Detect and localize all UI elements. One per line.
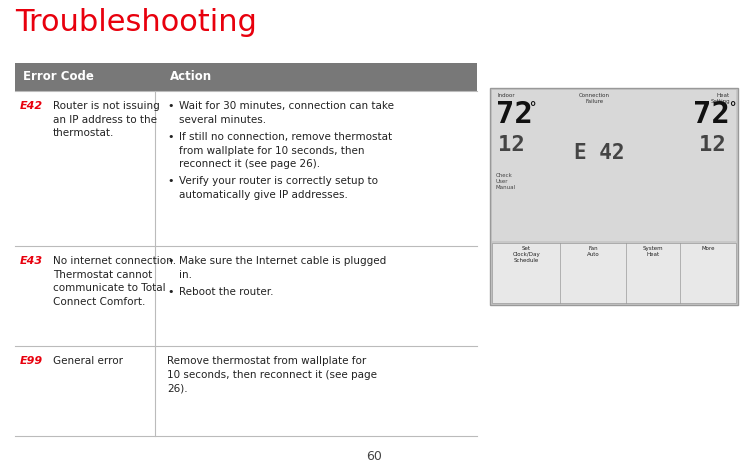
Text: •: • bbox=[167, 256, 174, 266]
Text: Set
Clock/Day
Schedule: Set Clock/Day Schedule bbox=[512, 246, 540, 262]
Text: E99: E99 bbox=[20, 356, 43, 366]
Bar bbox=[15, 346, 477, 436]
Text: Heat
Setting: Heat Setting bbox=[710, 93, 730, 104]
Text: Troubleshooting: Troubleshooting bbox=[15, 8, 257, 37]
Bar bbox=[15, 91, 477, 246]
Text: Make sure the Internet cable is plugged
in.: Make sure the Internet cable is plugged … bbox=[179, 256, 386, 280]
Text: More: More bbox=[701, 246, 715, 251]
Text: Connection
Failure: Connection Failure bbox=[579, 93, 610, 104]
Text: If still no connection, remove thermostat
from wallplate for 10 seconds, then
re: If still no connection, remove thermosta… bbox=[179, 132, 392, 169]
Text: System
Heat: System Heat bbox=[643, 246, 664, 257]
Text: Remove thermostat from wallplate for
10 seconds, then reconnect it (see page
26): Remove thermostat from wallplate for 10 … bbox=[167, 356, 377, 393]
Bar bbox=[490, 88, 738, 305]
Text: Action: Action bbox=[170, 71, 212, 84]
Text: °: ° bbox=[528, 101, 536, 115]
Text: 72: 72 bbox=[496, 100, 533, 129]
Text: •: • bbox=[167, 101, 174, 111]
Text: Verify your router is correctly setup to
automatically give IP addresses.: Verify your router is correctly setup to… bbox=[179, 176, 378, 200]
Text: •: • bbox=[167, 132, 174, 142]
Bar bbox=[492, 243, 736, 303]
Text: Reboot the router.: Reboot the router. bbox=[179, 287, 273, 297]
Text: •: • bbox=[167, 176, 174, 187]
Text: E43: E43 bbox=[20, 256, 43, 266]
Text: 60: 60 bbox=[366, 450, 383, 462]
Text: 72: 72 bbox=[693, 100, 730, 129]
Text: E42: E42 bbox=[20, 101, 43, 111]
Text: No internet connection.
Thermostat cannot
communicate to Total
Connect Comfort.: No internet connection. Thermostat canno… bbox=[53, 256, 176, 307]
Text: Error Code: Error Code bbox=[23, 71, 94, 84]
Text: •: • bbox=[167, 287, 174, 297]
Bar bbox=[492, 90, 736, 241]
Text: Check
User
Manual: Check User Manual bbox=[496, 173, 516, 190]
Text: Fan
Auto: Fan Auto bbox=[587, 246, 600, 257]
Text: Router is not issuing
an IP address to the
thermostat.: Router is not issuing an IP address to t… bbox=[53, 101, 160, 138]
Text: Indoor: Indoor bbox=[498, 93, 515, 98]
Bar bbox=[15, 63, 477, 91]
Text: Wait for 30 minutes, connection can take
several minutes.: Wait for 30 minutes, connection can take… bbox=[179, 101, 394, 125]
Text: E 42: E 42 bbox=[574, 143, 625, 163]
Text: 12: 12 bbox=[700, 135, 726, 155]
Text: 12: 12 bbox=[498, 135, 525, 155]
Text: °: ° bbox=[728, 101, 736, 115]
Text: General error: General error bbox=[53, 356, 123, 366]
Bar bbox=[15, 246, 477, 346]
